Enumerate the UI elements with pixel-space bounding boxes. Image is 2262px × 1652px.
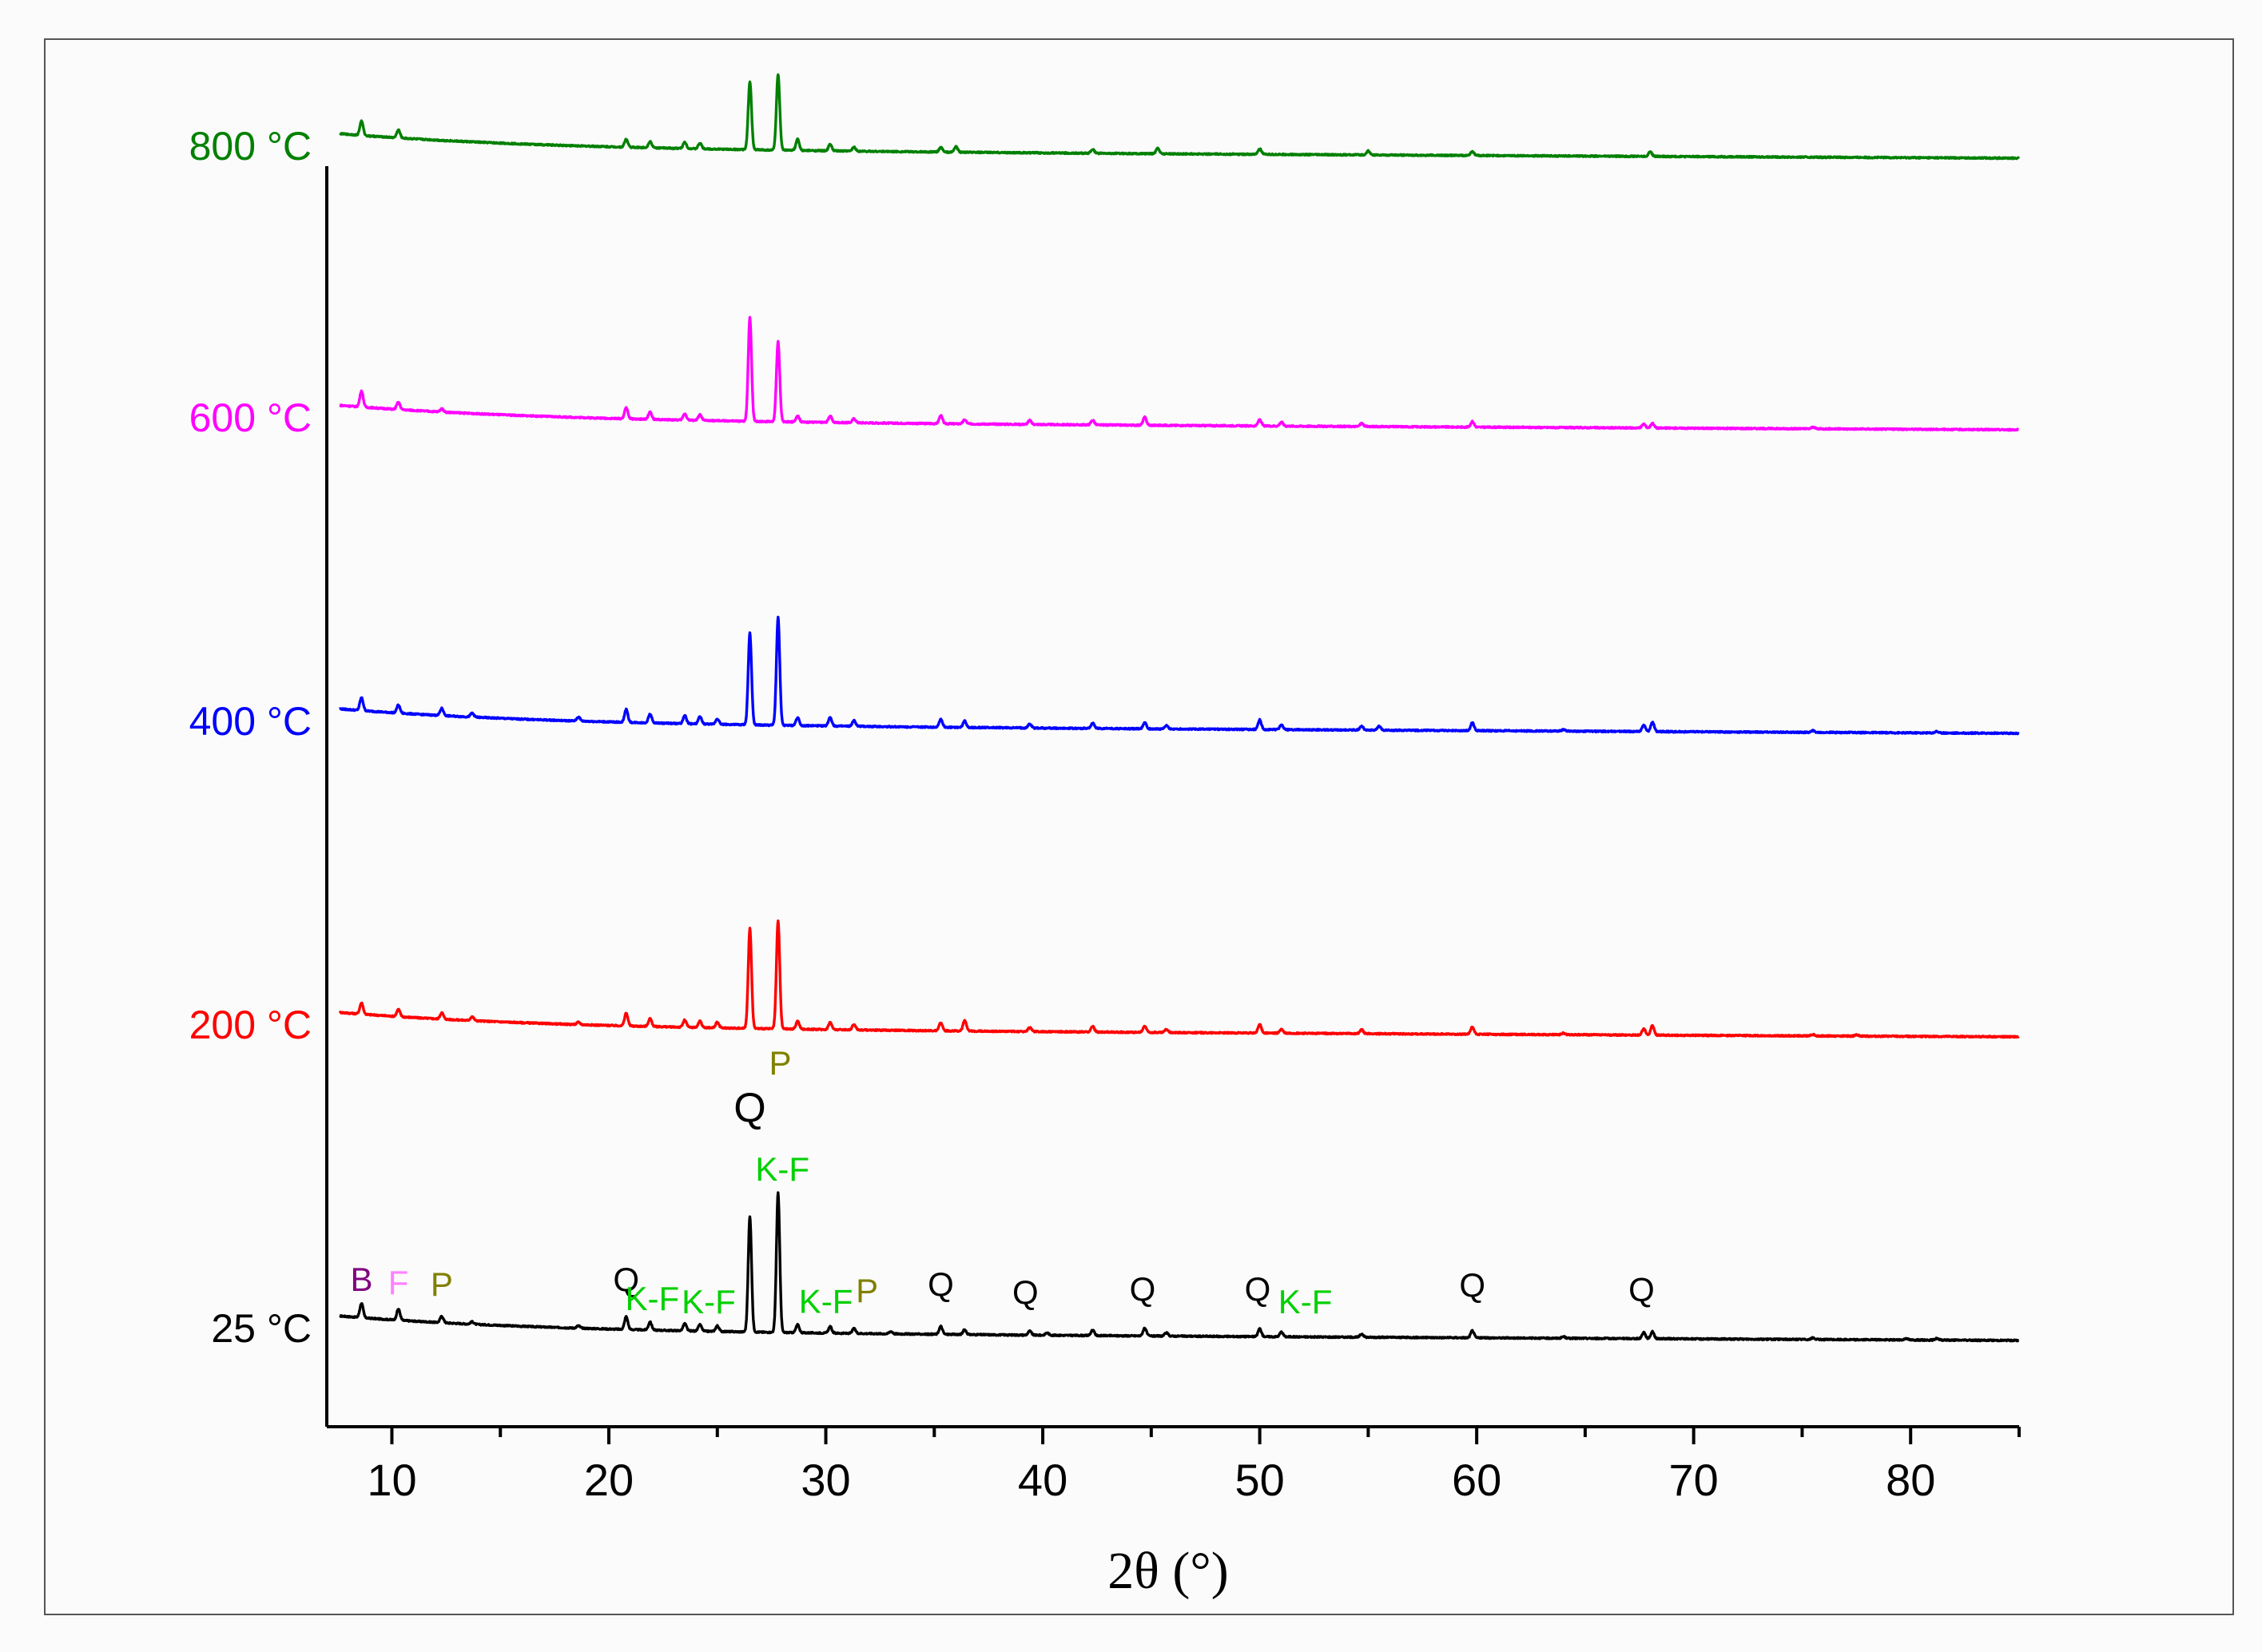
xrd-curve — [338, 615, 2020, 736]
series-label: 200 °C — [189, 1003, 312, 1047]
peak-label: K-F — [682, 1283, 736, 1320]
peak-label: K-F — [755, 1150, 809, 1188]
x-axis-label: 2θ (°) — [1107, 1542, 1228, 1600]
peak-label: Q — [613, 1261, 639, 1298]
figure-frame — [44, 38, 2234, 1615]
curves — [338, 73, 2021, 1343]
axes: 10 20 30 40 50 60 70 80 — [325, 166, 2021, 1505]
xrd-curve — [339, 1191, 2020, 1343]
x-tick-label: 40 — [1018, 1455, 1067, 1505]
x-tick-label: 20 — [584, 1455, 634, 1505]
peak-label: Q — [1459, 1266, 1485, 1304]
series-label: 800 °C — [189, 124, 312, 169]
peak-label: K-F — [799, 1283, 853, 1320]
peak-label: P — [856, 1272, 878, 1309]
peak-label: B — [350, 1261, 372, 1298]
x-tick-label: 50 — [1234, 1455, 1284, 1505]
xrd-curve — [338, 919, 2020, 1039]
x-tick-label: 70 — [1669, 1455, 1719, 1505]
series-labels: 25 °C 200 °C 400 °C 600 °C 800 °C — [189, 124, 312, 1351]
x-tick-label: 60 — [1452, 1455, 1501, 1505]
peak-label: K-F — [1278, 1283, 1333, 1320]
peak-label: P — [431, 1265, 453, 1303]
peak-label: P — [769, 1044, 792, 1082]
peak-label: Q — [1628, 1271, 1655, 1308]
x-tick-label: 30 — [801, 1455, 850, 1505]
peak-label: Q — [1245, 1270, 1271, 1308]
xrd-curve — [339, 316, 2020, 432]
x-tick-label: 80 — [1886, 1455, 1935, 1505]
peak-label: Q — [1130, 1270, 1156, 1308]
series-label: 400 °C — [189, 699, 312, 744]
peak-label: K-F — [625, 1280, 679, 1317]
x-tick-label: 10 — [367, 1455, 416, 1505]
peak-label: Q — [733, 1085, 765, 1131]
peak-label: Q — [1012, 1273, 1039, 1311]
xrd-curve — [339, 73, 2021, 161]
series-label: 25 °C — [211, 1306, 312, 1351]
series-label: 600 °C — [189, 395, 312, 440]
peak-label: F — [388, 1264, 409, 1301]
peak-label: Q — [928, 1265, 954, 1303]
